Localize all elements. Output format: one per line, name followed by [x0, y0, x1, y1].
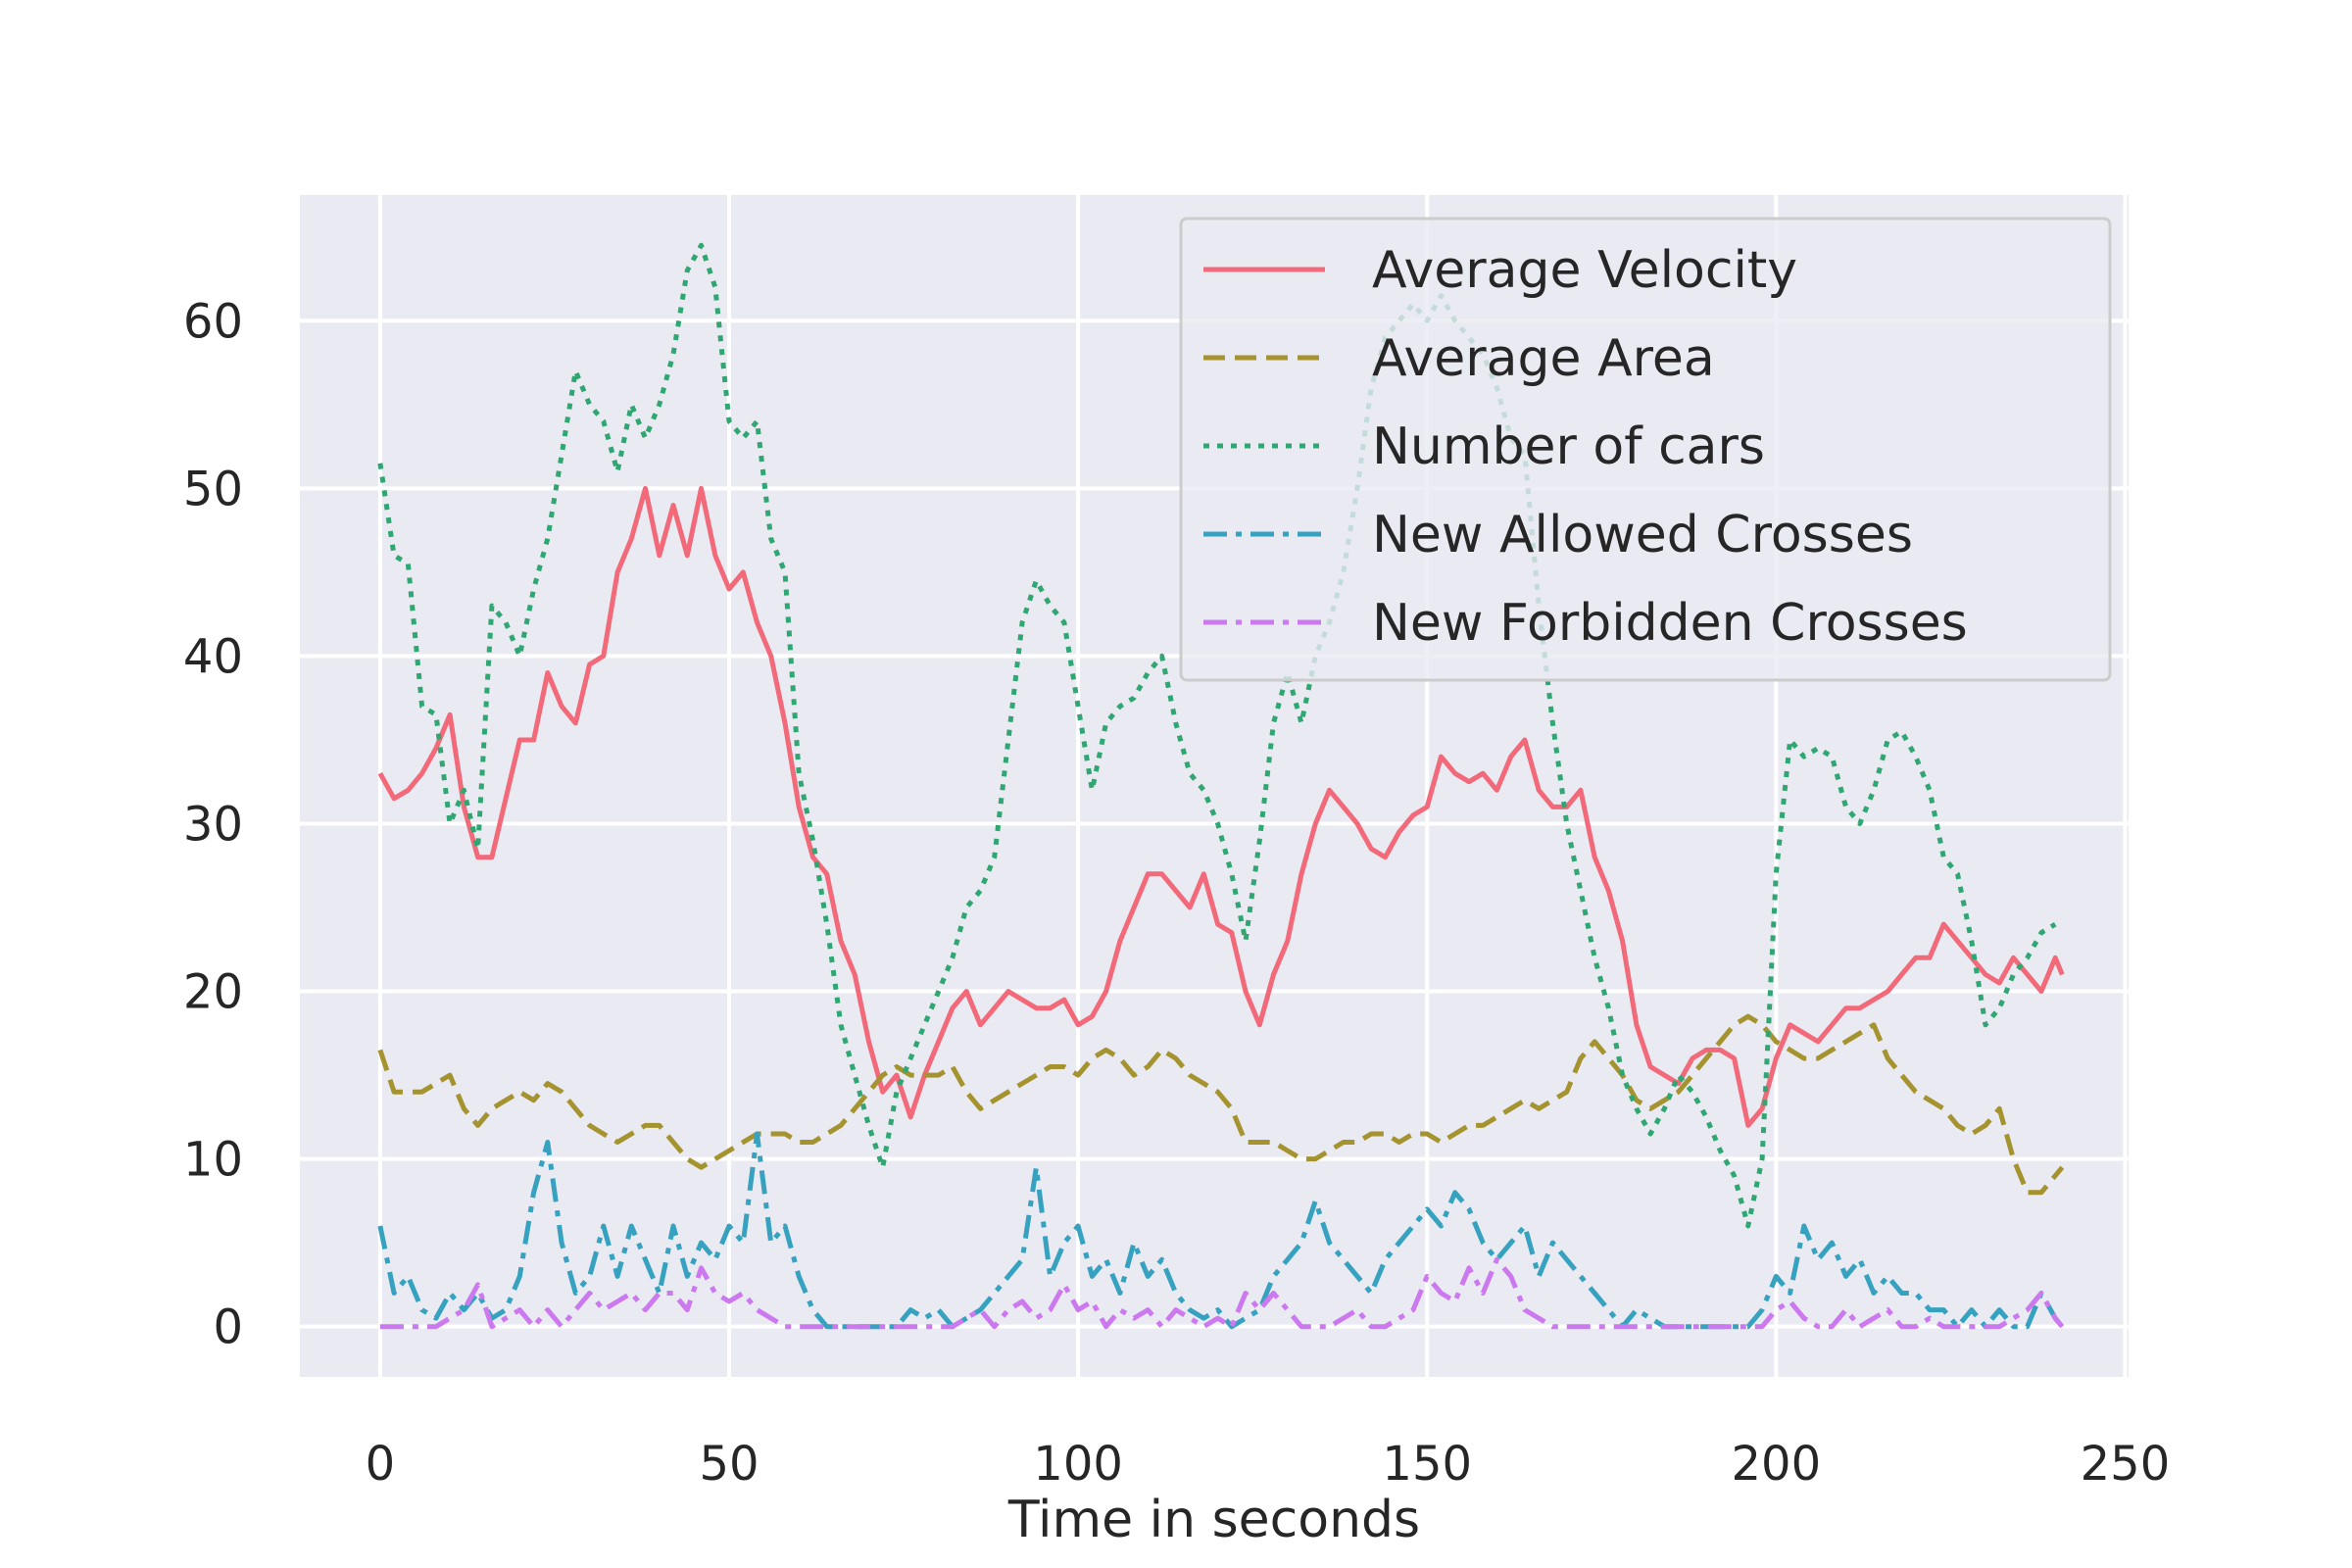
- legend-label: Number of cars: [1372, 417, 1765, 476]
- x-tick-label: 200: [1732, 1437, 1822, 1492]
- tick-labels: 0 50 100 150 200 250 0 10 20 30 40 50 60: [183, 294, 2170, 1492]
- y-tick-label: 30: [183, 797, 243, 852]
- legend-label: Average Area: [1372, 329, 1715, 388]
- legend-label: New Allowed Crosses: [1372, 506, 1913, 564]
- legend-box: [1179, 217, 2112, 682]
- x-axis-title: Time in seconds: [1007, 1491, 1420, 1549]
- x-tick-label: 100: [1033, 1437, 1123, 1492]
- y-tick-label: 10: [183, 1133, 243, 1188]
- x-tick-label: 50: [699, 1437, 759, 1492]
- series-line-2: [377, 1013, 2065, 1196]
- y-tick-label: 60: [183, 294, 243, 349]
- y-tick-label: 20: [183, 965, 243, 1020]
- series-line-3: [377, 242, 2057, 1229]
- x-tick-label: 150: [1382, 1437, 1472, 1492]
- series-lines: [377, 242, 2065, 1330]
- y-tick-label: 0: [213, 1300, 243, 1355]
- y-tick-label: 50: [183, 462, 243, 516]
- series-line-5: [379, 1256, 2065, 1330]
- x-tick-label: 250: [2081, 1437, 2171, 1492]
- legend: Average Velocity Average Area Number of ca…: [1179, 217, 2112, 682]
- series-line-1: [377, 485, 2065, 1128]
- x-tick-label: 0: [366, 1437, 396, 1492]
- y-tick-label: 40: [183, 629, 243, 684]
- legend-label: New Forbidden Crosses: [1372, 594, 1968, 653]
- series-line-4: [377, 1131, 2065, 1330]
- legend-label: Average Velocity: [1372, 241, 1797, 300]
